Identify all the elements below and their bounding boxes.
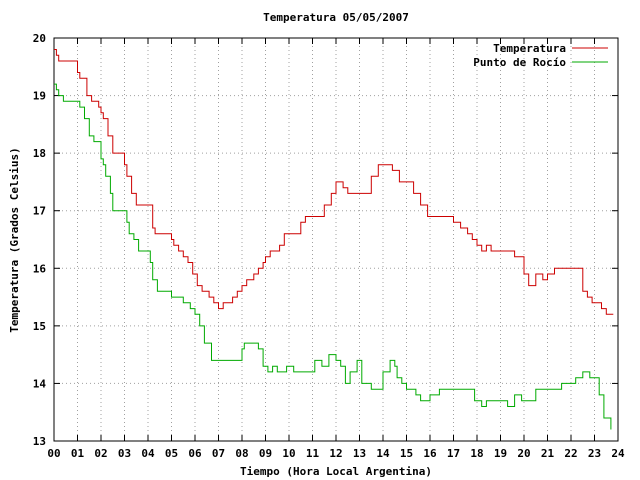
x-tick-label: 12: [329, 447, 342, 460]
y-axis-label: Temperatura (Grados Celsius): [8, 147, 21, 332]
x-tick-label: 06: [188, 447, 202, 460]
series-layer: [54, 49, 614, 430]
chart-title: Temperatura 05/05/2007: [263, 11, 409, 24]
x-tick-label: 18: [470, 447, 483, 460]
x-tick-label: 20: [517, 447, 530, 460]
x-tick-label: 19: [494, 447, 507, 460]
legend: Temperatura Punto de Rocío: [473, 42, 608, 69]
x-tick-label: 17: [447, 447, 460, 460]
y-tick-label: 17: [33, 205, 46, 218]
x-axis-label: Tiempo (Hora Local Argentina): [240, 465, 432, 478]
series-line-punto-de-rocio: [54, 83, 612, 430]
x-tick-label: 07: [212, 447, 225, 460]
series-line-temperatura: [54, 49, 614, 315]
x-tick-label: 05: [165, 447, 178, 460]
x-tick-label: 24: [611, 447, 625, 460]
x-tick-label: 02: [94, 447, 107, 460]
x-tick-label: 08: [235, 447, 248, 460]
legend-label-punto-de-rocio: Punto de Rocío: [473, 56, 566, 69]
x-tick-label: 22: [564, 447, 577, 460]
x-tick-label: 23: [588, 447, 601, 460]
x-tick-label: 11: [306, 447, 320, 460]
y-tick-label: 16: [33, 262, 47, 275]
x-tick-label: 00: [47, 447, 60, 460]
y-tick-label: 19: [33, 90, 46, 103]
x-tick-label: 10: [282, 447, 295, 460]
x-tick-label: 13: [353, 447, 366, 460]
x-tick-label: 14: [376, 447, 390, 460]
y-tick-label: 13: [33, 435, 46, 448]
y-tick-label: 15: [33, 320, 46, 333]
axis-ticks: 00 01 02 03 04 05 06 07 08 09 10 11 12 13 14 15 16 17 18 19…: [33, 32, 625, 460]
x-tick-label: 03: [118, 447, 131, 460]
y-tick-label: 20: [33, 32, 46, 45]
x-tick-label: 21: [541, 447, 555, 460]
x-tick-label: 15: [400, 447, 413, 460]
x-tick-label: 04: [141, 447, 155, 460]
legend-label-temperatura: Temperatura: [493, 42, 566, 55]
x-tick-label: 16: [423, 447, 437, 460]
x-tick-label: 01: [71, 447, 85, 460]
y-tick-label: 14: [33, 377, 47, 390]
y-tick-label: 18: [33, 147, 46, 160]
x-tick-label: 09: [259, 447, 272, 460]
